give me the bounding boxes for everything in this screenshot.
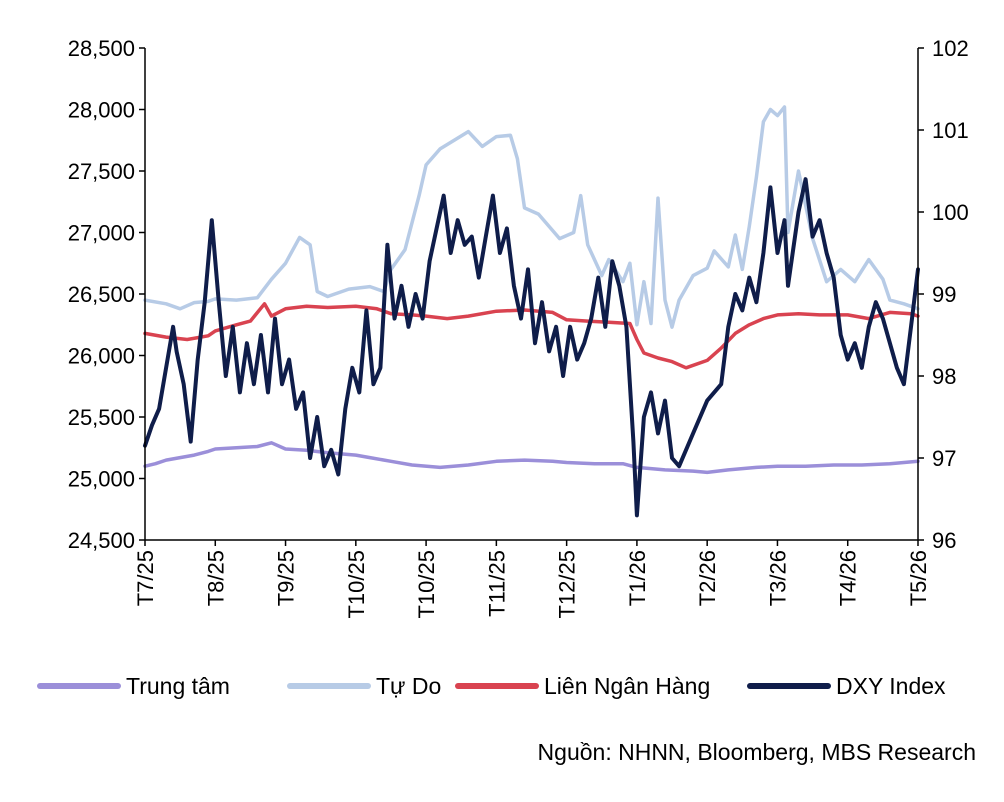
right-tick-label: 101 [932,118,969,143]
left-tick-label: 24,500 [68,528,135,553]
left-tick-label: 28,500 [68,36,135,61]
x-tick-label: T7/25 [133,550,158,606]
left-tick-label: 25,000 [68,467,135,492]
source-note: Nguồn: NHNN, Bloomberg, MBS Research [538,739,976,765]
left-tick-label: 27,000 [68,221,135,246]
series-line-1 [143,441,920,475]
right-tick-label: 98 [932,364,956,389]
left-tick-label: 25,500 [68,405,135,430]
x-tick-label: T10/25 [414,550,439,619]
x-tick-label: T5/26 [906,550,931,606]
x-tick-label: T1/26 [625,550,650,606]
legend-label: DXY Index [836,673,946,699]
legend-label: Tự Do [376,673,441,699]
right-tick-label: 100 [932,200,969,225]
left-tick-label: 26,000 [68,344,135,369]
left-tick-label: 26,500 [68,282,135,307]
legend-label: Liên Ngân Hàng [544,673,710,699]
x-tick-label: T4/26 [836,550,861,606]
series-line-3 [143,302,920,370]
axes: 24,500 25,000 25,500 26,000 26,500 27,000 27,5… [68,36,969,619]
x-tick-label: T12/25 [555,550,580,619]
left-tick-label: 27,500 [68,159,135,184]
x-tick-label: T11/25 [484,550,509,617]
series-line-4 [143,177,920,518]
x-tick-label: T8/25 [203,550,228,606]
legend-label: Trung tâm [126,673,230,699]
x-tick-label: T3/26 [765,550,790,606]
right-tick-label: 96 [932,528,956,553]
right-tick-label: 97 [932,446,956,471]
plot-lines [143,105,920,518]
right-tick-label: 99 [932,282,956,307]
x-tick-label: T9/25 [274,550,299,606]
x-tick-label: T10/25 [344,550,369,619]
legend: Trung tâm Tự Do Liên Ngân Hàng DXY Index [37,673,946,699]
series-line-2 [143,105,920,329]
left-tick-label: 28,000 [68,98,135,123]
right-tick-label: 102 [932,36,969,61]
x-tick-label: T2/26 [695,550,720,606]
